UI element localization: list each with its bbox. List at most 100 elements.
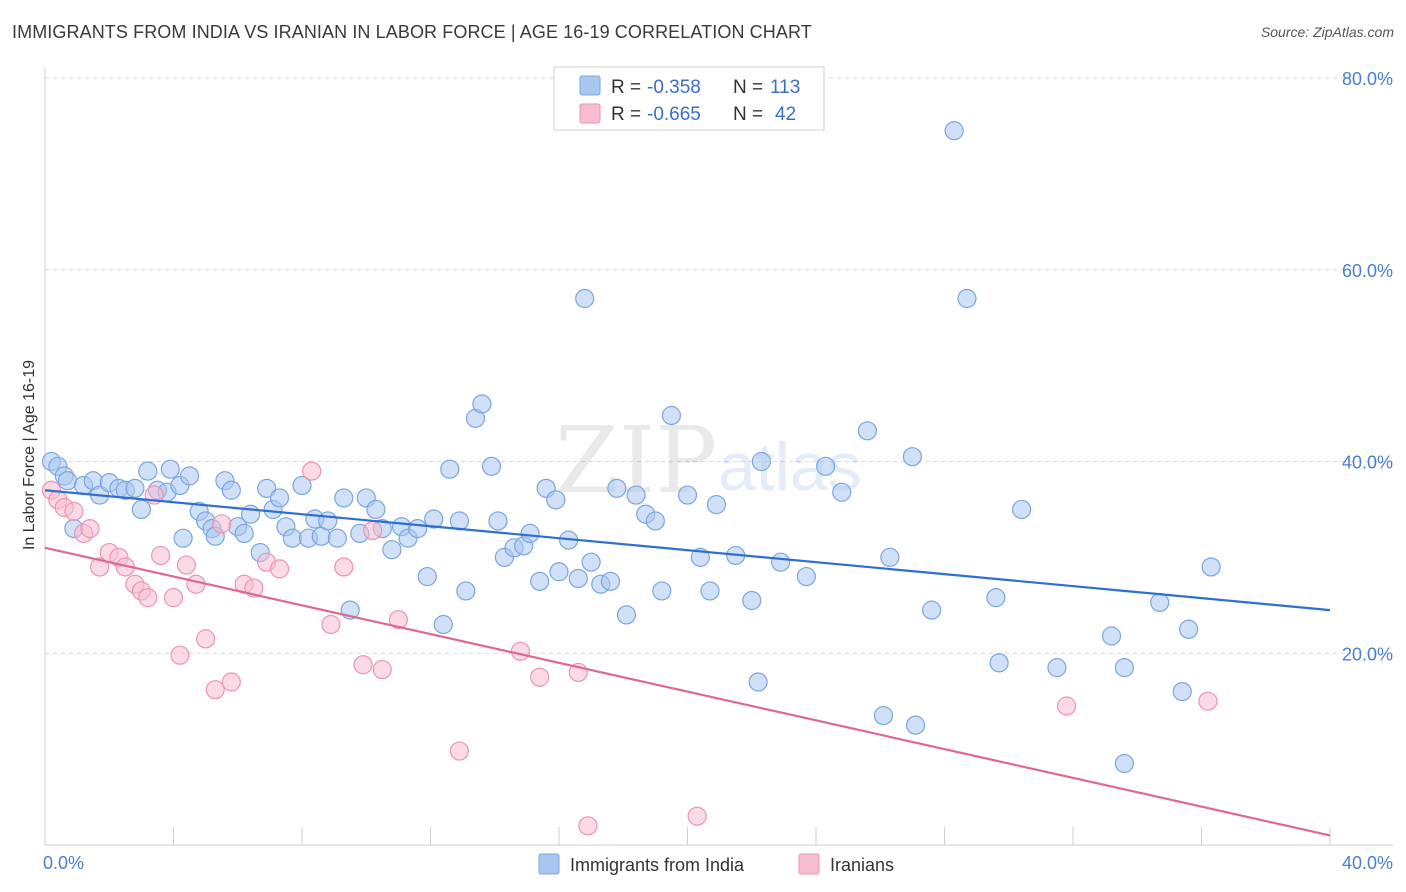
iranians-point-24	[269, 559, 290, 579]
india-point-87	[771, 552, 791, 572]
trend-lines	[44, 489, 1331, 837]
legend-r-value-1: -0.358	[647, 77, 701, 98]
y-tick-label-3: 80.0%	[1342, 69, 1393, 89]
bottom-legend-label-2: Iranians	[830, 855, 894, 875]
iranians-point-3	[64, 501, 84, 521]
india-point-76	[626, 485, 646, 505]
india-point-52	[424, 509, 444, 529]
india-point-86	[748, 672, 768, 692]
gridlines	[45, 77, 1393, 654]
bottom-legend-label-1: Immigrants from India	[570, 855, 745, 875]
iranians-point-5	[80, 519, 100, 539]
india-point-102	[1047, 658, 1067, 678]
india-point-112	[706, 495, 727, 515]
bottom-legend-swatch-pink	[798, 853, 820, 875]
iranians-point-20	[221, 672, 241, 692]
legend-n-label-2: N =	[733, 104, 763, 125]
india-point-98	[957, 288, 977, 309]
iranians-point-28	[353, 655, 373, 675]
source-label: Source: ZipAtlas.com	[1260, 24, 1394, 40]
india-point-67	[549, 562, 569, 582]
iranians-point-30	[372, 659, 392, 680]
legend-n-value-1: 113	[770, 77, 800, 98]
india-point-96	[922, 600, 942, 620]
india-point-105	[1114, 753, 1135, 774]
india-point-93	[880, 547, 900, 567]
india-point-41	[334, 488, 354, 508]
bottom-legend: Immigrants from India Iranians	[538, 853, 894, 875]
trend-line-iranians	[44, 546, 1331, 837]
legend-swatch-blue	[579, 75, 601, 96]
series-iranians	[41, 461, 1218, 836]
iranians-point-31	[388, 610, 408, 630]
india-point-54	[440, 459, 460, 479]
iranians-point-37	[687, 806, 707, 826]
india-point-108	[1179, 619, 1199, 639]
iranians-point-41	[212, 514, 232, 534]
india-point-18	[173, 528, 193, 548]
iranians-point-6	[90, 557, 110, 577]
legend-n-label-1: N =	[733, 77, 763, 98]
india-point-90	[832, 482, 852, 502]
legend-swatch-pink	[579, 103, 601, 124]
india-point-92	[873, 705, 894, 726]
india-point-69	[568, 568, 588, 589]
iranians-point-34	[530, 667, 550, 687]
series-immigrants-from-india	[41, 121, 1221, 774]
iranians-point-12	[138, 588, 158, 608]
iranians-point-29	[363, 520, 383, 541]
india-point-75	[616, 605, 637, 625]
india-point-80	[661, 405, 682, 426]
iranians-point-16	[176, 555, 196, 575]
y-axis-label: In Labor Force | Age 16-19	[21, 360, 38, 550]
india-point-99	[986, 588, 1006, 608]
india-point-47	[382, 540, 402, 560]
india-point-65	[530, 571, 550, 591]
india-point-79	[652, 581, 672, 601]
india-point-13	[138, 461, 158, 481]
india-point-81	[677, 485, 698, 505]
india-point-71	[581, 552, 601, 572]
india-point-35	[292, 475, 312, 496]
y-tick-labels: 20.0% 40.0% 60.0% 80.0%	[1342, 69, 1393, 664]
india-point-16	[160, 459, 180, 479]
iranians-point-15	[170, 645, 190, 665]
iranians-point-32	[449, 741, 470, 761]
india-point-40	[327, 528, 347, 548]
watermark: ZIP atlas	[555, 407, 862, 514]
india-point-70	[575, 288, 595, 309]
iranians-point-18	[196, 629, 216, 649]
iranians-point-17	[186, 574, 206, 594]
legend-r-label-1: R =	[611, 77, 641, 98]
india-point-11	[125, 478, 145, 498]
india-point-111	[546, 490, 566, 510]
iranians-point-19	[205, 680, 225, 700]
india-point-3	[57, 471, 78, 491]
india-point-58	[472, 394, 492, 414]
india-point-25	[221, 480, 241, 500]
india-point-60	[488, 511, 508, 531]
india-point-110	[751, 451, 771, 472]
india-point-27	[234, 523, 254, 544]
india-point-104	[1114, 658, 1135, 678]
legend-r-label-2: R =	[611, 104, 641, 125]
india-point-97	[944, 121, 964, 141]
india-point-39	[318, 511, 338, 531]
iranians-point-33	[510, 641, 531, 661]
india-point-64	[520, 523, 540, 544]
india-point-88	[796, 566, 816, 587]
india-point-45	[366, 499, 386, 520]
chart-title: IMMIGRANTS FROM INDIA VS IRANIAN IN LABO…	[12, 22, 812, 42]
india-point-83	[700, 581, 720, 601]
iranians-point-36	[578, 816, 598, 836]
india-point-50	[408, 519, 428, 539]
y-tick-label-0: 20.0%	[1342, 644, 1393, 664]
india-point-109	[1201, 557, 1221, 577]
india-point-53	[433, 614, 453, 635]
x-tick-labels: 0.0% 40.0%	[43, 853, 1393, 873]
legend-r-value-2: -0.665	[647, 104, 701, 125]
india-point-32	[269, 488, 290, 508]
x-tick-label-0: 0.0%	[43, 853, 84, 873]
india-point-94	[902, 447, 922, 467]
iranians-point-13	[151, 545, 171, 566]
